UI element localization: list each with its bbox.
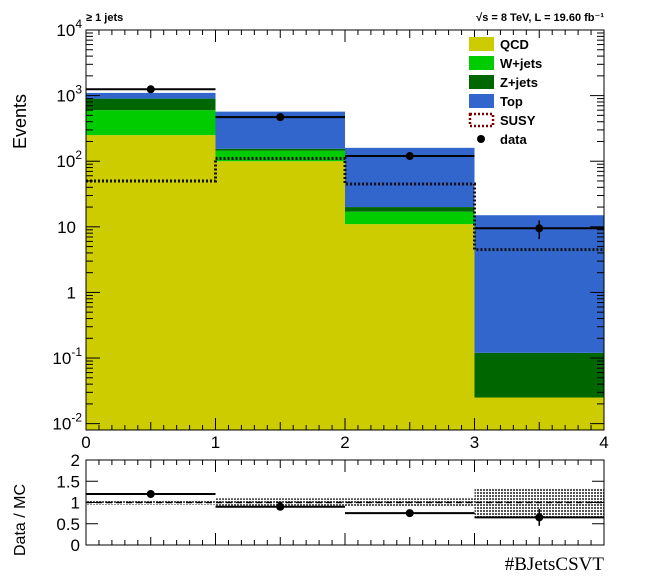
legend-swatch-qcd bbox=[469, 37, 494, 51]
legend-swatch-top bbox=[469, 94, 494, 108]
bar-qcd-bin-3 bbox=[345, 224, 475, 430]
ratio-point-bin-1 bbox=[146, 490, 155, 498]
x-tick-label: 1 bbox=[211, 433, 220, 452]
y-tick-label: 10-1 bbox=[52, 345, 82, 368]
legend-label-top: Top bbox=[500, 94, 523, 109]
data-point-bin-2 bbox=[276, 113, 285, 122]
ratio-plot-marks: 0 0.5 1 1.5 2 bbox=[56, 451, 605, 555]
bar-zjets-bin-2 bbox=[215, 148, 345, 151]
y-tick-label: 104 bbox=[56, 17, 82, 40]
data-point-bin-3 bbox=[405, 152, 414, 161]
bar-qcd-bin-1 bbox=[86, 135, 216, 430]
jets-selection-label: ≥ 1 jets bbox=[86, 12, 123, 24]
ratio-y-tick-label: 1 bbox=[71, 494, 80, 513]
y-tick-label: 102 bbox=[56, 148, 82, 171]
x-tick-label: 3 bbox=[470, 433, 479, 452]
ratio-y-axis-title: Data / MC bbox=[12, 484, 29, 556]
data-point-bin-1 bbox=[146, 85, 155, 94]
susy-line bbox=[86, 156, 604, 252]
legend-swatch-wjets bbox=[469, 56, 494, 70]
legend-label-qcd: QCD bbox=[500, 37, 529, 52]
bar-zjets-bin-4 bbox=[474, 352, 604, 398]
energy-luminosity-label: √s = 8 TeV, L = 19.60 fb⁻¹ bbox=[476, 12, 604, 24]
main-plot-marks: 10-2 10-1 1 10 102 103 104 0 1 2 3 4 bbox=[52, 17, 608, 452]
bar-zjets-bin-1 bbox=[86, 98, 216, 111]
legend-label-data: data bbox=[500, 132, 528, 147]
bar-wjets-bin-3 bbox=[345, 211, 475, 225]
legend-label-zjets: Z+jets bbox=[500, 75, 538, 90]
ratio-point-bin-4 bbox=[535, 513, 544, 522]
legend: QCD W+jets Z+jets Top SUSY data bbox=[468, 37, 542, 147]
legend-label-susy: SUSY bbox=[500, 113, 536, 128]
y-tick-label: 1 bbox=[67, 283, 76, 302]
y-tick-label: 10-2 bbox=[52, 411, 82, 434]
bar-wjets-bin-2 bbox=[215, 150, 345, 162]
x-tick-label: 4 bbox=[599, 433, 608, 452]
bar-wjets-bin-1 bbox=[86, 110, 216, 136]
x-tick-label: 2 bbox=[340, 433, 349, 452]
legend-label-wjets: W+jets bbox=[500, 56, 542, 71]
data-point-bin-4 bbox=[535, 224, 544, 233]
ratio-point-bin-2 bbox=[276, 502, 285, 511]
ratio-y-tick-label: 0 bbox=[71, 536, 80, 555]
ratio-point-bin-3 bbox=[405, 509, 414, 518]
ratio-x-axis-title: #BJetsCSVT bbox=[505, 554, 605, 575]
bar-qcd-bin-2 bbox=[215, 161, 345, 431]
ratio-y-tick-label: 1.5 bbox=[56, 472, 80, 491]
legend-swatch-zjets bbox=[469, 75, 494, 89]
legend-swatch-susy bbox=[468, 112, 495, 128]
y-tick-label: 10 bbox=[57, 218, 76, 237]
x-tick-label: 0 bbox=[81, 433, 90, 452]
ratio-y-tick-label: 0.5 bbox=[56, 515, 80, 534]
ratio-y-tick-label: 2 bbox=[71, 451, 80, 470]
bar-zjets-bin-3 bbox=[345, 207, 475, 212]
bar-top-bin-1 bbox=[86, 92, 216, 99]
y-tick-label: 103 bbox=[56, 83, 82, 106]
main-y-axis-title: Events bbox=[10, 94, 30, 149]
legend-marker-data bbox=[477, 135, 485, 143]
